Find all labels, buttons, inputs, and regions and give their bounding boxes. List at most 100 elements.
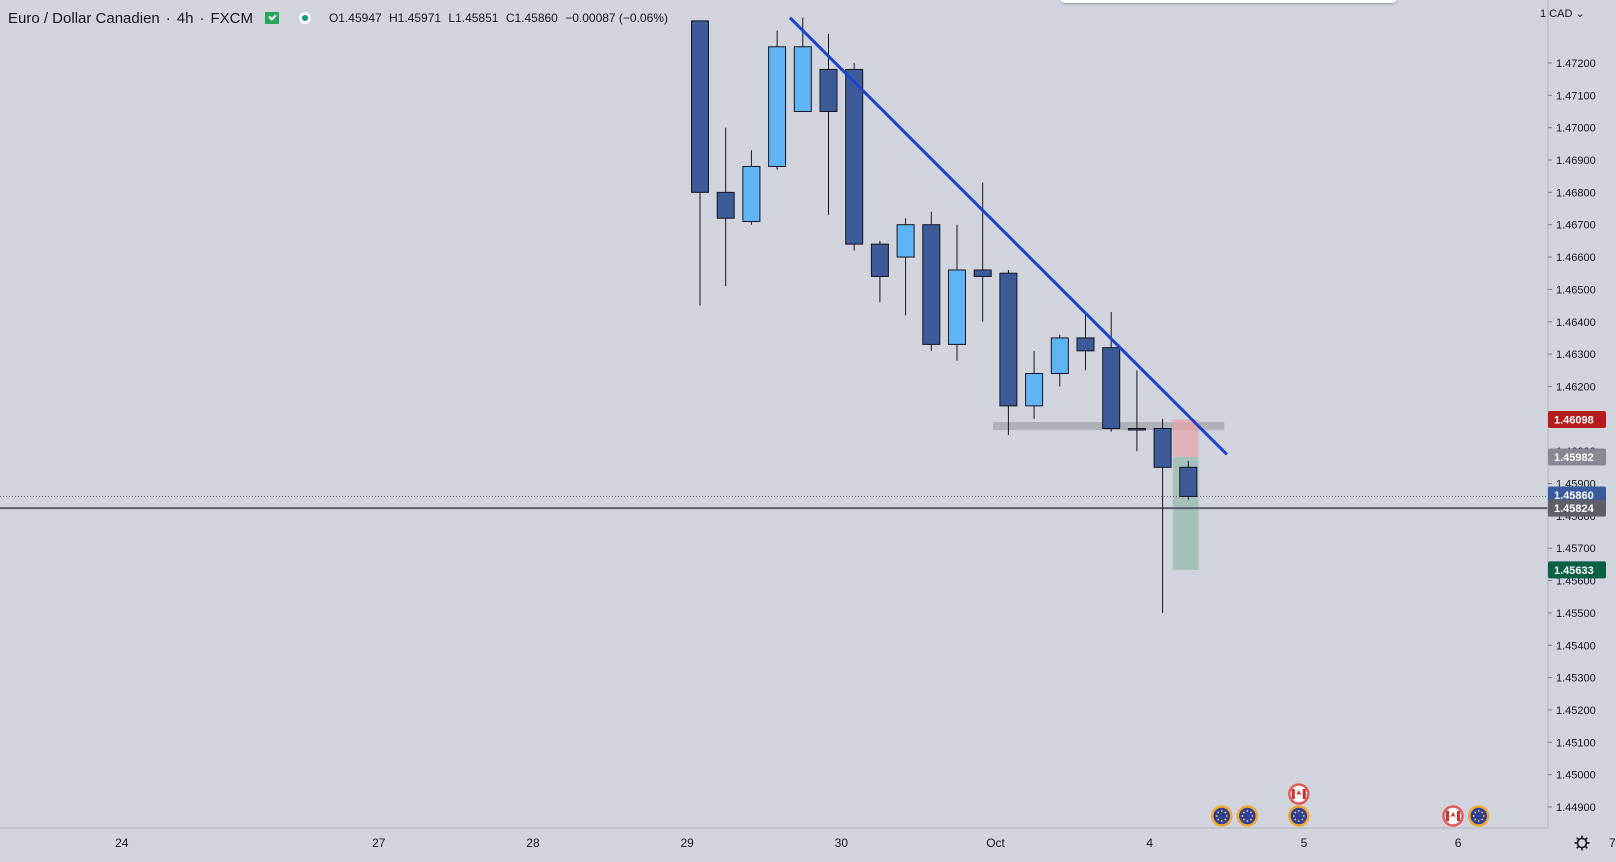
price-tag-bg xyxy=(1548,499,1606,517)
candle[interactable] xyxy=(845,62,864,251)
candle[interactable] xyxy=(948,224,966,361)
separator-dot: · xyxy=(165,9,171,27)
candle-body xyxy=(973,269,992,277)
exchange-label: FXCM xyxy=(210,9,253,27)
candle-body xyxy=(845,68,864,245)
y-tick-label: 1.45300 xyxy=(1556,673,1596,685)
separator-dot: · xyxy=(199,9,205,27)
change-value: −0.00087 (−0.06%) xyxy=(565,11,668,25)
candle-body xyxy=(793,46,812,112)
eu-event-icon[interactable] xyxy=(1236,805,1259,827)
y-tick-label: 1.47000 xyxy=(1556,123,1596,135)
y-tick-label: 1.47200 xyxy=(1556,58,1596,70)
eu-event-icon[interactable] xyxy=(1467,805,1490,827)
price-tag-bg xyxy=(1548,410,1606,428)
candle[interactable] xyxy=(999,269,1018,435)
price-axis[interactable] xyxy=(1548,0,1616,857)
open-value: O1.45947 xyxy=(328,11,382,25)
candle[interactable] xyxy=(793,17,812,112)
legend-header: Euro / Dollar Canadien · 4h · FXCM O1.45… xyxy=(8,7,672,29)
y-tick-label: 1.46300 xyxy=(1556,349,1596,361)
x-tick-label: 27 xyxy=(372,836,386,850)
candle-body xyxy=(1153,428,1172,468)
candle[interactable] xyxy=(896,218,915,316)
x-tick-label: 24 xyxy=(115,836,129,850)
candle[interactable] xyxy=(870,240,889,303)
candle-body xyxy=(768,46,787,167)
candle[interactable] xyxy=(1102,312,1121,432)
candle[interactable] xyxy=(742,150,761,225)
y-tick-label: 1.45700 xyxy=(1556,543,1596,555)
x-tick-label: 29 xyxy=(680,836,694,850)
candle[interactable] xyxy=(691,20,709,306)
y-tick-label: 1.47100 xyxy=(1556,90,1596,102)
candle[interactable] xyxy=(1179,460,1198,500)
market-open-icon xyxy=(264,12,279,24)
candle[interactable] xyxy=(1153,418,1172,613)
candle[interactable] xyxy=(1050,334,1069,387)
y-tick-label: 1.46200 xyxy=(1556,381,1596,393)
candle[interactable] xyxy=(1076,312,1095,371)
candle-body xyxy=(1050,337,1069,375)
candle[interactable] xyxy=(973,182,992,322)
currency-selector[interactable]: 1 CAD ⌄ xyxy=(1540,7,1585,20)
y-tick-label: 1.45400 xyxy=(1556,640,1596,652)
price-tag[interactable]: 1.46098 xyxy=(1548,410,1606,428)
price-tag-bg xyxy=(1548,561,1606,579)
price-tag-label: 1.45860 xyxy=(1554,490,1594,502)
price-tag[interactable]: 1.45633 xyxy=(1548,561,1606,579)
x-tick-label: 6 xyxy=(1455,836,1462,850)
y-tick-label: 1.44900 xyxy=(1556,802,1596,814)
candle-body xyxy=(999,272,1018,407)
x-tick-label: 5 xyxy=(1301,836,1308,850)
candle-body xyxy=(948,269,966,345)
price-tag-label: 1.45982 xyxy=(1554,452,1594,464)
x-tick-label: Oct xyxy=(986,836,1005,850)
price-tag-label: 1.46098 xyxy=(1554,414,1594,426)
candle[interactable] xyxy=(819,33,838,215)
price-tag-bg xyxy=(1548,448,1606,466)
time-axis[interactable] xyxy=(0,828,1616,857)
candle-body xyxy=(1025,373,1044,407)
candle[interactable] xyxy=(1025,350,1044,419)
y-tick-label: 1.46500 xyxy=(1556,284,1596,296)
candle-body xyxy=(1102,347,1121,430)
canada-flag-icon[interactable] xyxy=(1288,783,1310,805)
candle[interactable] xyxy=(922,211,941,351)
eu-event-icon[interactable] xyxy=(1210,805,1233,827)
eu-event-icon[interactable] xyxy=(1288,805,1310,827)
y-tick-label: 1.45200 xyxy=(1556,705,1596,717)
price-tag[interactable]: 1.45824 xyxy=(1548,499,1606,517)
settings-gear-icon[interactable] xyxy=(1574,835,1590,851)
chevron-down-icon: ⌄ xyxy=(1575,8,1585,20)
realtime-status-icon xyxy=(298,12,311,24)
trendline[interactable] xyxy=(788,16,1228,456)
price-tag[interactable]: 1.45982 xyxy=(1548,448,1606,466)
close-value: C1.45860 xyxy=(505,11,558,25)
y-tick-label: 1.46400 xyxy=(1556,317,1596,329)
x-tick-label: 28 xyxy=(526,836,540,850)
canada-flag-icon[interactable] xyxy=(1442,805,1464,827)
high-value: H1.45971 xyxy=(389,11,442,25)
candle[interactable] xyxy=(768,30,787,170)
currency-label: 1 CAD xyxy=(1540,8,1573,20)
position-stop-zone[interactable] xyxy=(1172,419,1199,457)
candle-body xyxy=(1127,428,1146,431)
candle[interactable] xyxy=(716,127,735,287)
candle[interactable] xyxy=(1127,370,1146,452)
y-tick-label: 1.46800 xyxy=(1556,187,1596,199)
candle-body xyxy=(896,224,915,258)
x-tick-label: 7 xyxy=(1609,836,1616,850)
price-tag-label: 1.45633 xyxy=(1554,565,1594,577)
y-tick-label: 1.46600 xyxy=(1556,252,1596,264)
low-value: L1.45851 xyxy=(448,11,499,25)
y-tick-label: 1.45000 xyxy=(1556,770,1596,782)
price-tag-label: 1.45824 xyxy=(1554,503,1595,515)
interval-label[interactable]: 4h xyxy=(176,9,194,27)
candle-body xyxy=(742,165,761,222)
symbol-name[interactable]: Euro / Dollar Canadien xyxy=(8,9,160,27)
candle-body xyxy=(870,243,889,277)
candle-body xyxy=(1179,466,1198,497)
